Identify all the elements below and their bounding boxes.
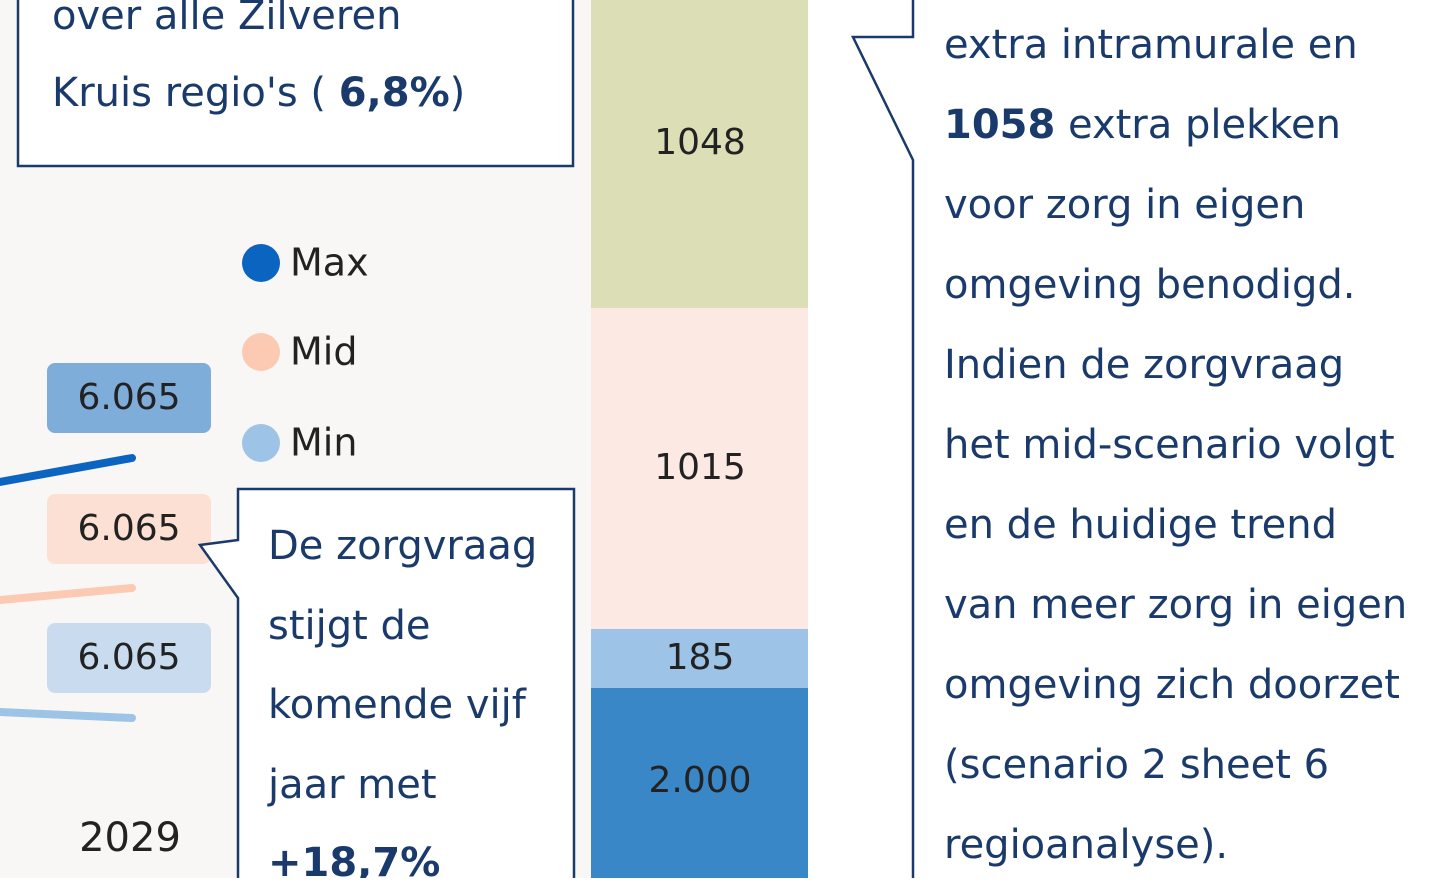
summary-text: Kruis regio's ( xyxy=(52,70,339,116)
callout-line: extra intramurale en xyxy=(944,22,1358,68)
callout-line: van meer zorg in eigen xyxy=(944,582,1407,628)
legend-label: Max xyxy=(290,241,369,285)
legend-label: Mid xyxy=(290,330,357,374)
min-line xyxy=(0,708,136,722)
callout-line: De zorgvraag xyxy=(268,523,537,569)
legend-label: Min xyxy=(290,421,357,465)
value-label: 6.065 xyxy=(77,637,180,678)
value-label: 6.065 xyxy=(77,377,180,418)
segment-label: 1048 xyxy=(654,122,746,163)
summary-line: Kruis regio's ( 6,8%) xyxy=(52,70,465,116)
callout-line: 1058 extra plekken xyxy=(944,102,1341,148)
year-label: 2029 xyxy=(79,815,181,861)
callout-line: voor zorg in eigen xyxy=(944,182,1305,228)
callout-line: komende vijf xyxy=(268,682,527,728)
callout-bold: 1058 xyxy=(944,102,1055,148)
value-badge xyxy=(47,363,211,433)
callout-line: regioanalyse). xyxy=(944,822,1228,868)
bar-segment xyxy=(591,629,808,688)
callout-line: stijgt de xyxy=(268,603,431,649)
segment-label: 185 xyxy=(666,637,735,678)
value-badge xyxy=(47,494,211,564)
callout-line: omgeving benodigd. xyxy=(944,262,1356,308)
callout-line: Indien de zorgvraag xyxy=(944,342,1344,388)
callout-line: (scenario 2 sheet 6 xyxy=(944,742,1329,788)
legend-swatch xyxy=(242,244,280,282)
callout-text: extra plekken xyxy=(1055,102,1341,148)
summary-bold: 6,8% xyxy=(339,70,450,116)
bar-segment xyxy=(591,0,808,308)
segment-label: 1015 xyxy=(654,447,746,488)
summary-text: over alle Zilveren xyxy=(52,0,401,39)
growth-callout xyxy=(197,487,576,882)
callout-line: omgeving zich doorzet xyxy=(944,662,1400,708)
callout-bold: +18,7% xyxy=(268,840,440,878)
summary-tail: ) xyxy=(450,70,466,116)
callout-line: en de huidige trend xyxy=(944,502,1337,548)
segment-label: 2.000 xyxy=(648,760,751,801)
text-callout xyxy=(850,0,915,882)
legend-swatch xyxy=(242,333,280,371)
value-badge xyxy=(47,623,211,693)
bar-segment xyxy=(591,308,808,629)
max-line xyxy=(0,454,136,486)
legend-swatch xyxy=(242,424,280,462)
callout-line: jaar met xyxy=(267,762,437,808)
value-label: 6.065 xyxy=(77,508,180,549)
summary-box xyxy=(16,0,575,168)
mid-line xyxy=(0,584,136,604)
callout-line: het mid-scenario volgt xyxy=(944,422,1395,468)
bar-segment xyxy=(591,688,808,878)
summary-line: over alle Zilveren xyxy=(52,0,401,39)
